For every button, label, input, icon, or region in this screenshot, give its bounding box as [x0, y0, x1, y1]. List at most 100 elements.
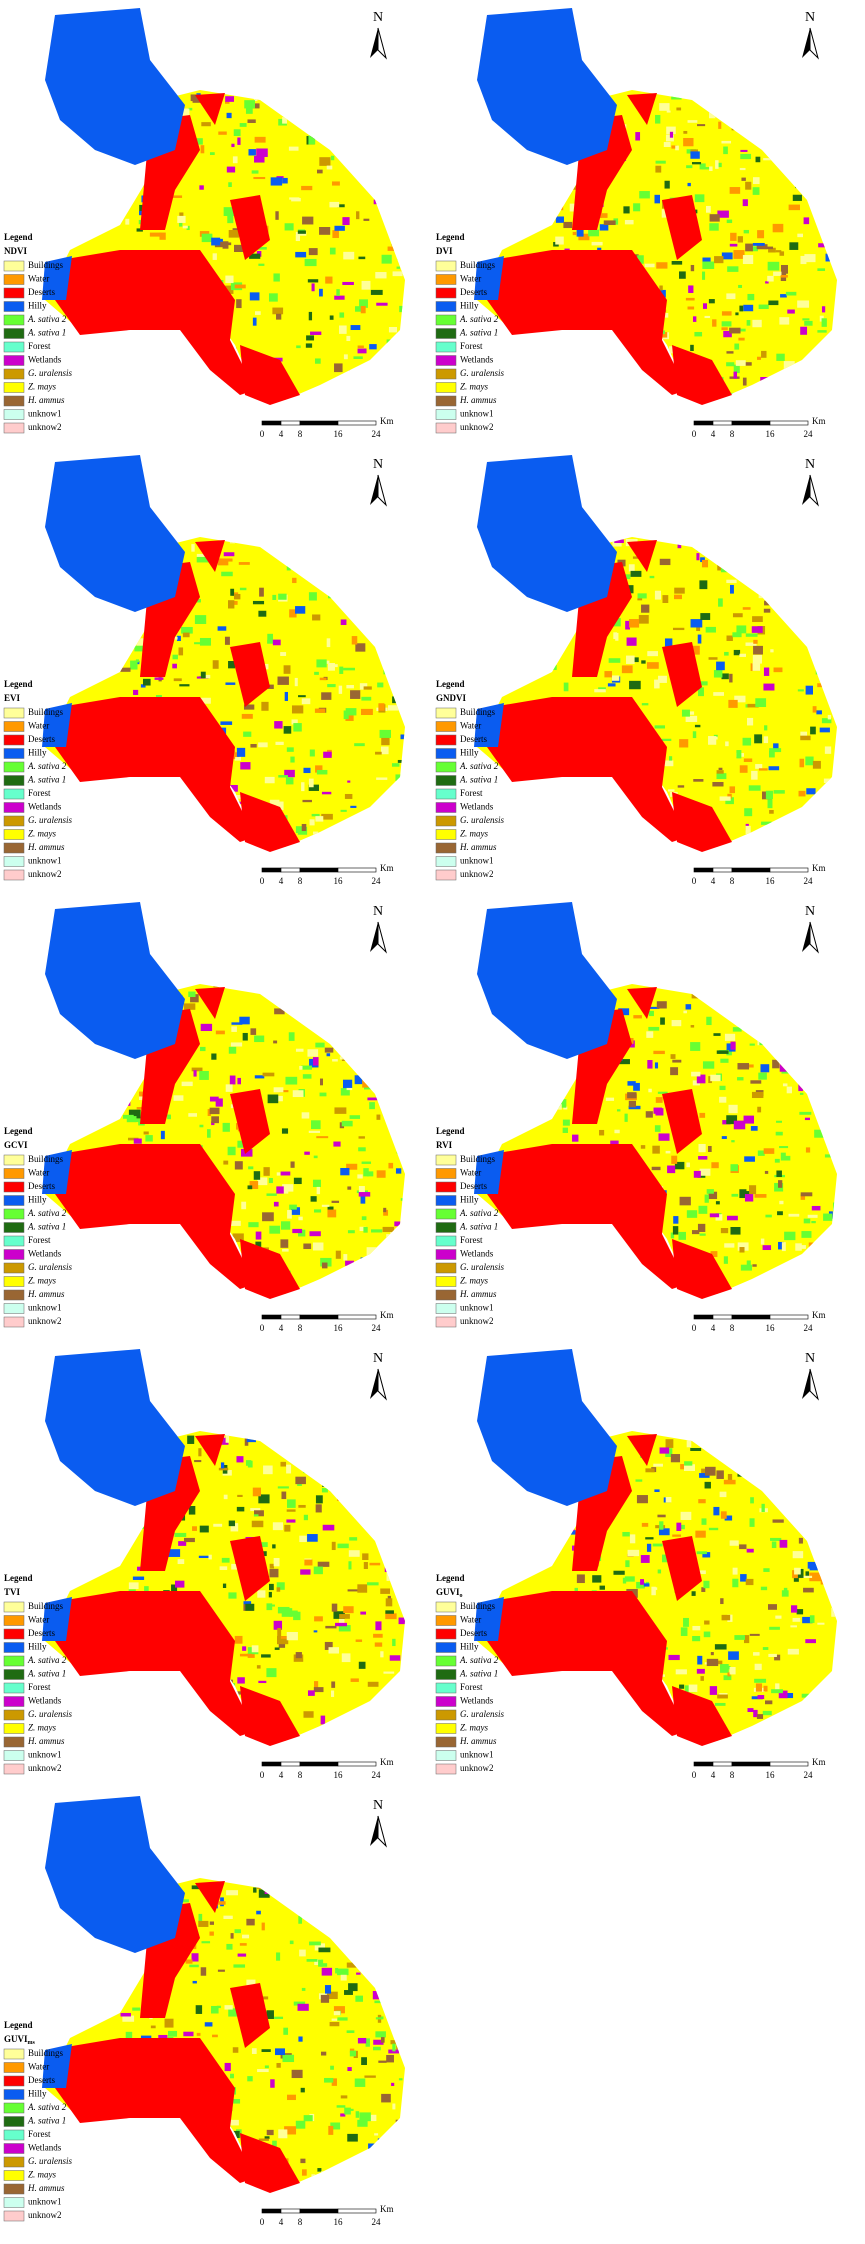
land-patch [212, 2034, 218, 2038]
land-patch [244, 100, 256, 109]
land-patch [648, 1026, 660, 1031]
land-patch [790, 1625, 797, 1628]
land-patch [696, 1570, 706, 1575]
land-patch [760, 827, 769, 836]
legend-label: A. sativa 1 [27, 328, 66, 338]
land-patch [380, 351, 389, 360]
land-patch [121, 1525, 129, 1534]
land-patch [357, 348, 367, 354]
land-patch [359, 683, 368, 690]
land-patch [655, 114, 661, 124]
land-patch [702, 547, 707, 553]
scale-label: 24 [372, 429, 382, 439]
land-patch [803, 1218, 811, 1224]
land-patch [734, 1635, 746, 1640]
land-patch [810, 377, 822, 380]
land-patch [324, 1723, 335, 1727]
land-patch [330, 2122, 341, 2130]
land-patch [772, 1059, 780, 1069]
land-patch [308, 135, 316, 145]
land-patch [812, 760, 821, 769]
land-patch [275, 1095, 283, 1102]
land-patch [629, 1719, 641, 1729]
land-patch [686, 1210, 698, 1218]
legend-swatch [3, 409, 25, 420]
legend-swatch [3, 1303, 25, 1314]
land-patch [316, 1136, 329, 1139]
land-patch [350, 690, 361, 699]
land-patch [167, 1114, 171, 1120]
land-patch [221, 571, 233, 577]
land-patch [388, 1280, 401, 1288]
land-patch [257, 1590, 266, 1598]
land-patch [835, 353, 837, 360]
land-patch [659, 285, 663, 291]
land-patch [755, 764, 763, 769]
land-patch [234, 1929, 241, 1934]
land-patch [330, 155, 335, 161]
land-patch [330, 1033, 342, 1037]
land-patch [754, 1194, 767, 1198]
land-patch [823, 778, 833, 783]
land-patch [125, 2031, 133, 2038]
land-patch [652, 1145, 660, 1154]
land-patch [754, 1663, 762, 1671]
land-patch [778, 573, 791, 577]
land-patch [283, 2027, 289, 2035]
land-patch [345, 1947, 352, 1955]
legend-label: Buildings [28, 707, 64, 717]
scale-segment [712, 867, 733, 873]
legend-label: Forest [460, 788, 483, 798]
land-patch [402, 1683, 405, 1688]
land-patch [633, 1082, 640, 1091]
land-patch [554, 810, 563, 819]
land-patch [235, 795, 242, 799]
land-patch [166, 1728, 171, 1732]
land-patch [398, 1955, 405, 1959]
land-patch [302, 799, 312, 803]
land-patch [712, 781, 724, 787]
land-patch [757, 356, 761, 360]
land-patch [191, 1953, 199, 1962]
land-patch [834, 1143, 837, 1149]
scale-segment [280, 867, 301, 873]
land-patch [644, 263, 655, 268]
land-patch [286, 1519, 296, 1523]
land-patch [183, 1685, 193, 1695]
land-patch [698, 1156, 708, 1160]
land-patch [174, 1532, 187, 1537]
legend-title: Legend [4, 679, 33, 689]
land-patch [129, 626, 134, 630]
land-patch [813, 1019, 825, 1024]
legend-swatch [3, 2089, 25, 2100]
land-patch [758, 589, 770, 599]
land-patch [396, 2041, 405, 2050]
land-patch [192, 1526, 197, 1531]
land-patch [396, 1145, 405, 1154]
land-patch [747, 1708, 754, 1713]
land-patch [303, 767, 311, 774]
land-patch [387, 705, 400, 711]
legend-swatch [3, 2048, 25, 2060]
land-patch [629, 680, 641, 690]
land-patch [757, 1150, 765, 1156]
land-patch [715, 541, 725, 546]
land-patch [821, 1269, 829, 1272]
land-patch [709, 1213, 720, 1218]
land-patch [319, 1963, 328, 1967]
land-patch [255, 1880, 260, 1888]
land-patch [733, 364, 740, 374]
land-patch [764, 725, 768, 731]
land-patch [165, 809, 171, 816]
land-patch [131, 803, 142, 808]
land-patch [396, 814, 403, 818]
land-patch [267, 633, 273, 640]
land-patch [386, 339, 399, 347]
land-patch [274, 2016, 284, 2019]
land-patch [239, 1653, 252, 1657]
land-patch [143, 1131, 149, 1135]
land-patch [804, 1724, 812, 1732]
land-patch [821, 718, 832, 724]
land-patch [618, 1008, 630, 1016]
land-patch [386, 1037, 397, 1042]
